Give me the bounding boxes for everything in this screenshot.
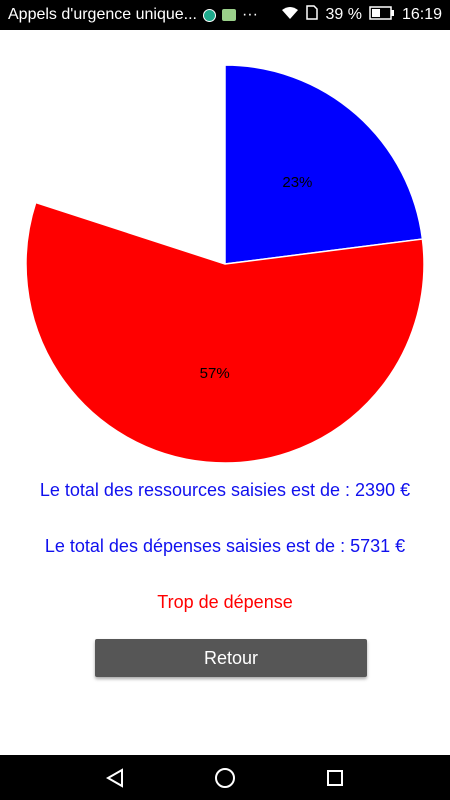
status-right: 39 % 16:19: [281, 5, 442, 25]
status-left: Appels d'urgence unique... ···: [8, 6, 281, 24]
clock: 16:19: [401, 6, 442, 23]
depenses-total-text: Le total des dépenses saisies est de : 5…: [44, 536, 406, 556]
navigation-bar: [0, 755, 450, 800]
pie-chart-svg: 23% 57%: [25, 64, 425, 464]
pie-slice-label-1: 23%: [282, 174, 312, 191]
battery-icon: [369, 5, 395, 25]
back-icon[interactable]: [95, 758, 135, 798]
recents-icon[interactable]: [315, 758, 355, 798]
ressources-total-text: Le total des ressources saisies est de :…: [39, 480, 411, 500]
status-bar: Appels d'urgence unique... ··· 39 % 16:1…: [0, 0, 450, 30]
notification-title: Appels d'urgence unique...: [8, 6, 197, 23]
pie-slice-2: [25, 201, 425, 464]
android-icon: [221, 9, 236, 21]
pie-chart: 23% 57%: [0, 30, 450, 470]
app-icon: [202, 8, 216, 22]
pie-slice-label-2: 57%: [200, 365, 230, 382]
home-icon[interactable]: [205, 758, 245, 798]
sim-icon: [306, 5, 319, 25]
wifi-icon: [281, 6, 299, 25]
status-message: Trop de dépense: [157, 592, 293, 612]
retour-button[interactable]: Retour: [95, 639, 367, 677]
pie-slice-1: [224, 64, 424, 265]
battery-percent: 39 %: [325, 6, 362, 23]
more-icon: ···: [241, 6, 258, 23]
